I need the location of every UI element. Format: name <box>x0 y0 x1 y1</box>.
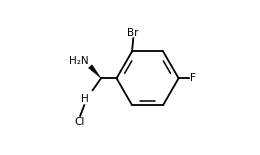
Text: H: H <box>81 94 89 104</box>
Text: Cl: Cl <box>74 117 85 127</box>
Text: F: F <box>190 73 196 83</box>
Polygon shape <box>88 65 101 78</box>
Text: Br: Br <box>127 28 139 38</box>
Text: H₂N: H₂N <box>69 56 88 66</box>
